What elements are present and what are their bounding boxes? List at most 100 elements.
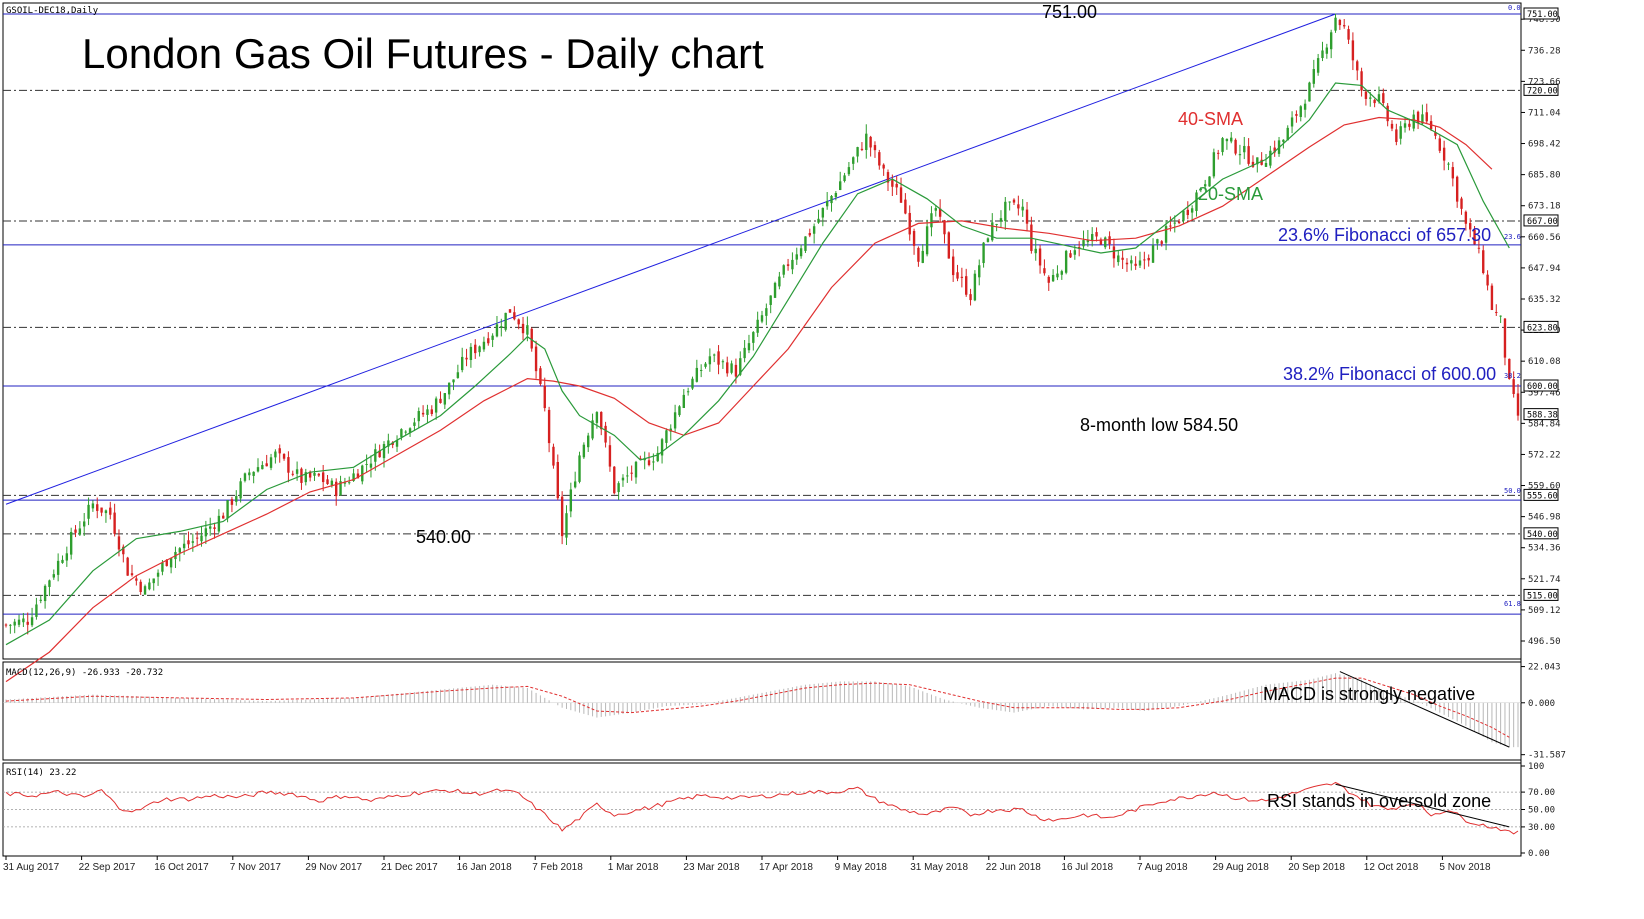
candle-body bbox=[261, 465, 264, 470]
sma20-line bbox=[5, 82, 1510, 646]
candle-body bbox=[691, 378, 694, 389]
candle-body bbox=[547, 409, 551, 444]
candle-body bbox=[938, 208, 942, 217]
candle-body bbox=[587, 435, 590, 448]
rsi-line bbox=[5, 781, 1519, 835]
price-tag-label: 667.00 bbox=[1527, 217, 1558, 227]
candle-body bbox=[656, 452, 659, 462]
candle-body bbox=[4, 624, 8, 626]
candle-body bbox=[1399, 126, 1402, 139]
candle-body bbox=[634, 461, 638, 478]
candle-body bbox=[1460, 198, 1463, 209]
candle-body bbox=[1451, 167, 1455, 179]
date-tick-label: 16 Oct 2017 bbox=[154, 862, 209, 873]
price-tag-box bbox=[1523, 214, 1559, 227]
candle-body bbox=[1190, 208, 1194, 213]
candle-body bbox=[1234, 139, 1237, 154]
candle-body bbox=[1099, 239, 1103, 245]
price-tag-label: 555.60 bbox=[1527, 491, 1558, 501]
candle-body bbox=[274, 451, 277, 458]
fib-tag-500: 50.0 bbox=[1504, 487, 1521, 495]
candle-body bbox=[1021, 206, 1024, 211]
candle-body bbox=[243, 473, 247, 481]
candle-body bbox=[873, 145, 877, 151]
candle-body bbox=[726, 362, 729, 374]
candle-body bbox=[1169, 225, 1172, 227]
candle-body bbox=[17, 619, 21, 625]
candle-body bbox=[1143, 259, 1146, 261]
candle-body bbox=[1251, 161, 1255, 167]
candle-body bbox=[560, 496, 564, 537]
candle-body bbox=[921, 250, 924, 263]
candle-body bbox=[713, 354, 716, 356]
candle-body bbox=[830, 195, 833, 204]
candle-body bbox=[673, 412, 677, 429]
candle-body bbox=[534, 346, 538, 372]
candle-body bbox=[1390, 123, 1394, 129]
candle-body bbox=[852, 157, 855, 164]
candle-body bbox=[135, 578, 138, 581]
candle-body bbox=[178, 548, 181, 553]
candle-body bbox=[895, 183, 898, 188]
date-tick-label: 7 Nov 2017 bbox=[230, 862, 282, 873]
candle-body bbox=[786, 264, 790, 266]
high-annotation: 751.00 bbox=[1042, 2, 1097, 22]
candle-body bbox=[222, 515, 225, 519]
candle-body bbox=[1395, 129, 1398, 142]
candle-body bbox=[530, 328, 533, 349]
candle-body bbox=[1321, 50, 1324, 59]
candle-body bbox=[452, 379, 455, 383]
candle-body bbox=[252, 471, 255, 476]
candle-body bbox=[1425, 112, 1428, 122]
candle-body bbox=[652, 461, 655, 463]
candle-body bbox=[1164, 226, 1168, 243]
candle-body bbox=[1434, 132, 1437, 136]
price-tag-box bbox=[1523, 527, 1559, 540]
candle-body bbox=[1503, 318, 1507, 358]
candle-body bbox=[552, 446, 555, 466]
candle-body bbox=[169, 558, 173, 568]
candle-body bbox=[495, 324, 499, 337]
candle-body bbox=[717, 351, 720, 365]
candle-body bbox=[400, 429, 403, 437]
candle-body bbox=[973, 273, 977, 301]
candle-body bbox=[1121, 257, 1124, 260]
candle-body bbox=[1338, 19, 1342, 26]
candle-body bbox=[1177, 221, 1181, 224]
candle-body bbox=[565, 513, 568, 538]
candle-body bbox=[743, 347, 746, 359]
candle-body bbox=[865, 133, 868, 150]
candle-body bbox=[608, 445, 612, 467]
candle-body bbox=[791, 259, 794, 270]
date-tick-label: 29 Nov 2017 bbox=[305, 862, 362, 873]
candle-body bbox=[730, 363, 733, 373]
candle-body bbox=[621, 477, 625, 481]
candle-body bbox=[752, 332, 755, 343]
candle-body bbox=[1486, 274, 1489, 286]
price-tag-box bbox=[1523, 320, 1559, 333]
candle-body bbox=[943, 220, 946, 235]
candle-body bbox=[461, 356, 464, 371]
candle-body bbox=[182, 543, 186, 549]
candle-body bbox=[96, 504, 99, 511]
date-tick-label: 9 May 2018 bbox=[835, 862, 888, 873]
candle-body bbox=[956, 272, 959, 279]
candle-body bbox=[195, 537, 199, 539]
price-tick-label: 509.12 bbox=[1528, 606, 1561, 616]
candle-body bbox=[1221, 138, 1224, 153]
date-tick-label: 29 Aug 2018 bbox=[1213, 862, 1270, 873]
candle-body bbox=[304, 472, 307, 483]
candle-body bbox=[695, 367, 699, 382]
candle-body bbox=[482, 341, 486, 350]
price-tag-label: 540.00 bbox=[1527, 530, 1558, 540]
candle-body bbox=[1369, 97, 1372, 99]
candle-body bbox=[1199, 189, 1203, 191]
candle-body bbox=[26, 621, 29, 625]
candle-body bbox=[539, 368, 542, 385]
candle-body bbox=[526, 325, 529, 335]
candle-body bbox=[930, 213, 933, 228]
candle-body bbox=[500, 326, 503, 328]
candle-body bbox=[426, 409, 429, 415]
candle-body bbox=[899, 187, 903, 203]
